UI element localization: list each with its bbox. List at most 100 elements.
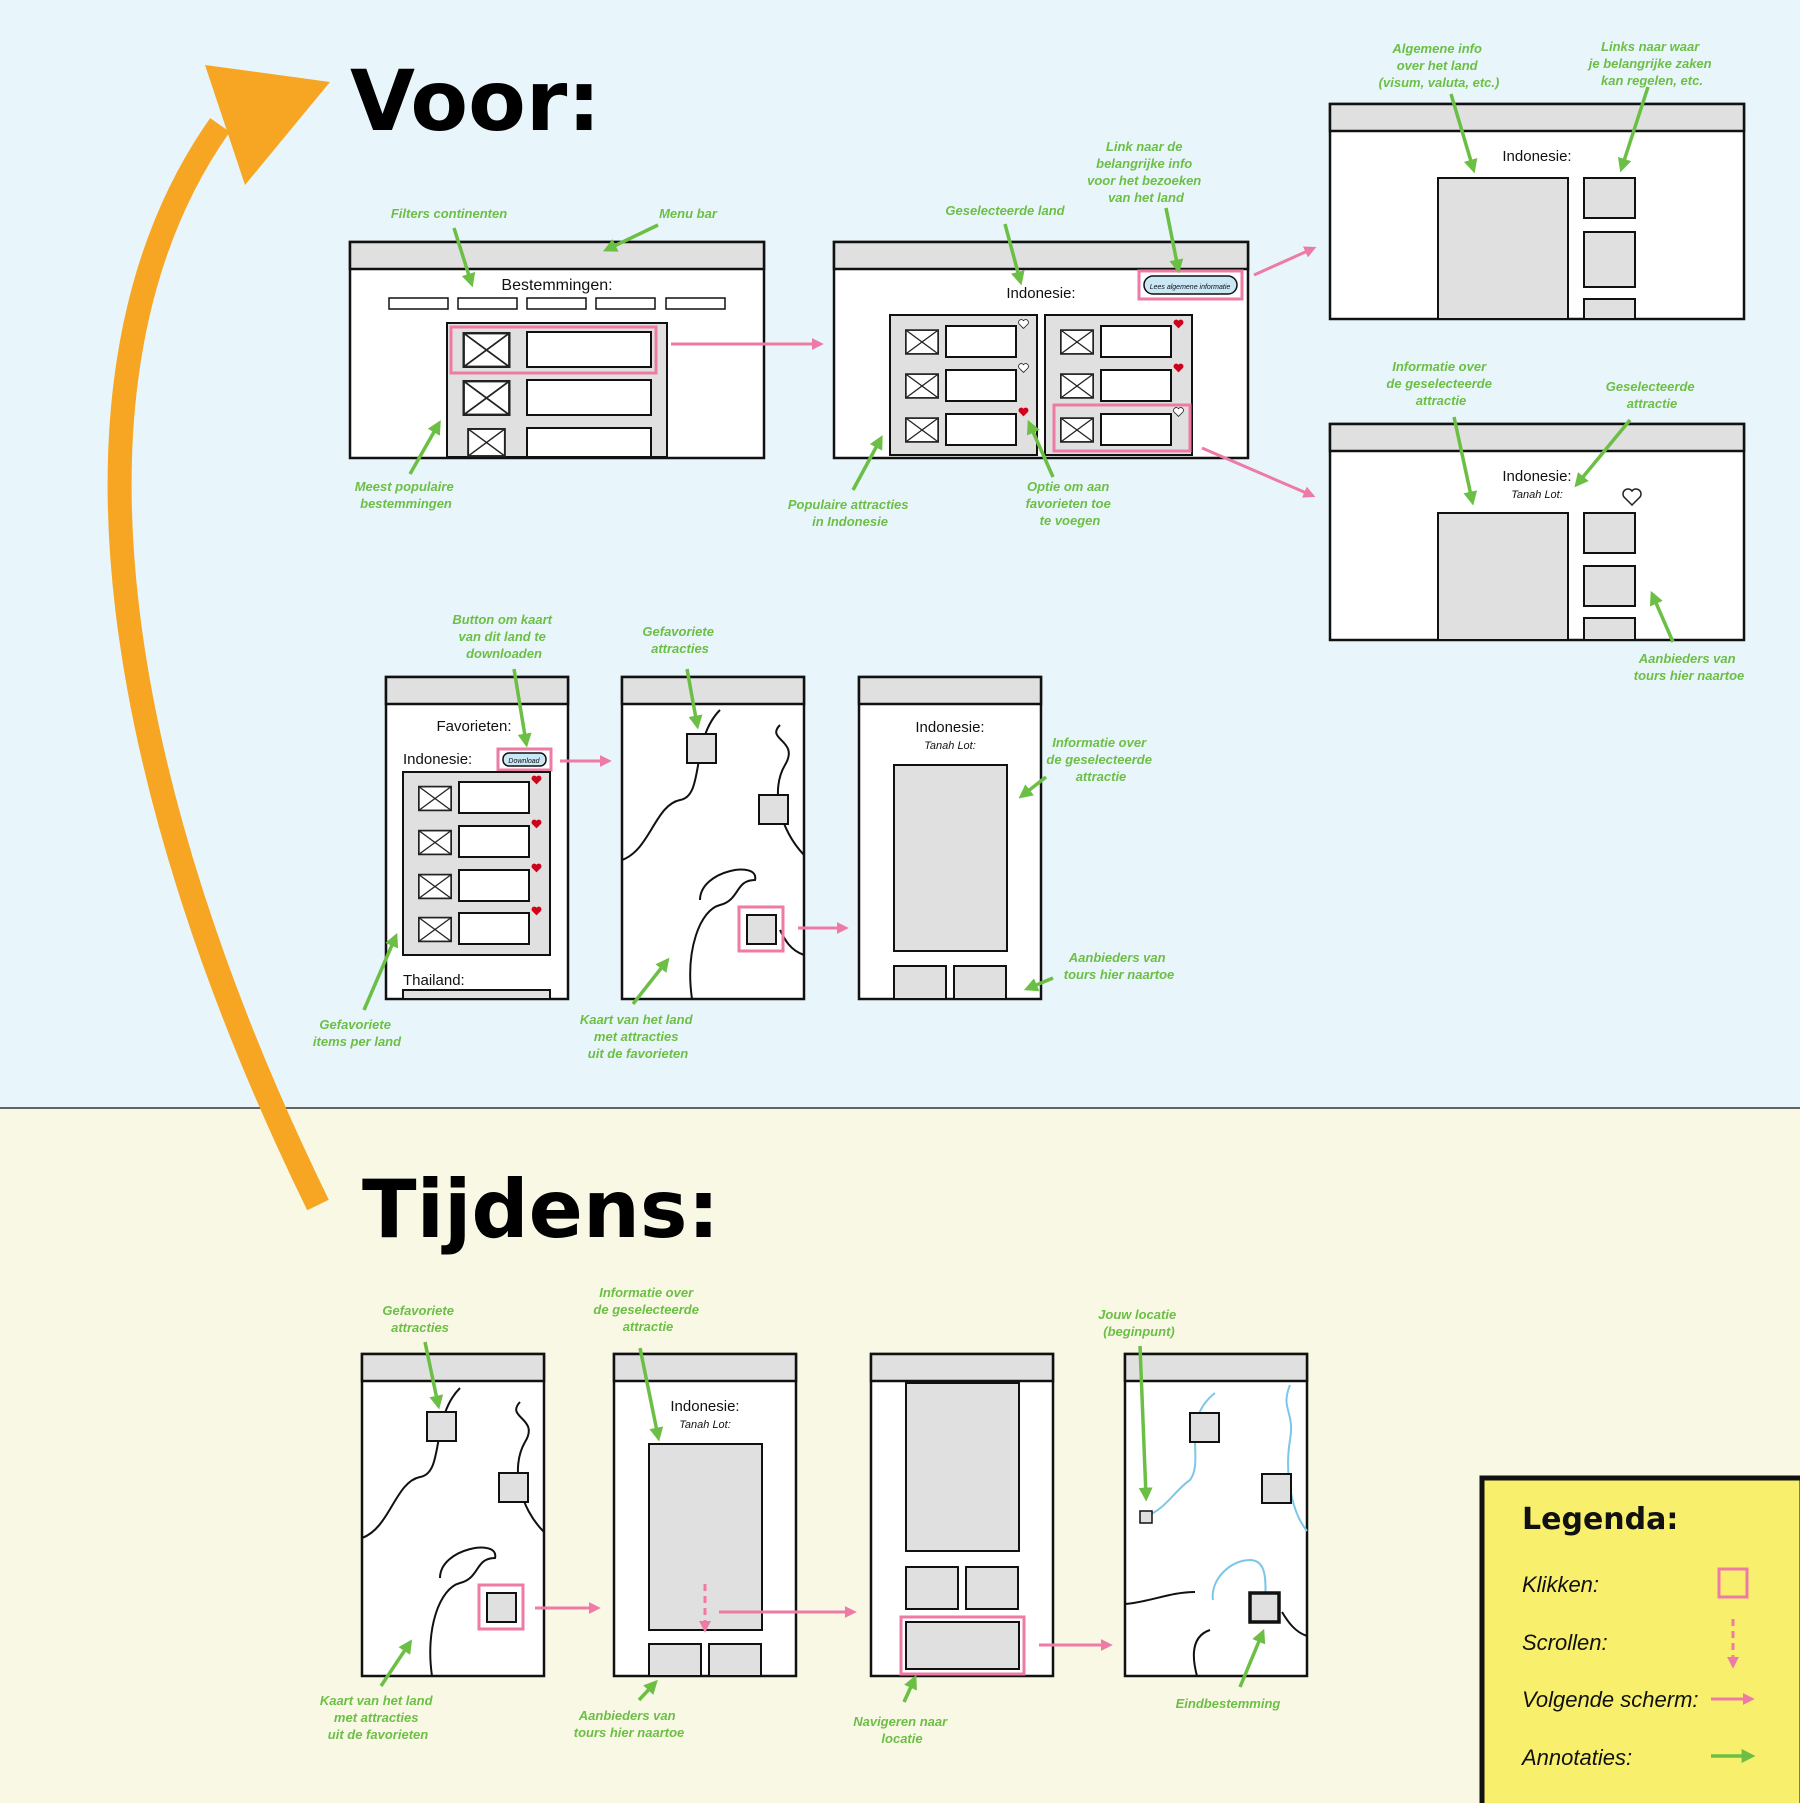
annotation-arrows xyxy=(362,86,1675,1703)
menu-bar[interactable] xyxy=(384,675,570,706)
next-screen-arrows xyxy=(535,246,1317,1651)
country-title: Indonesie: xyxy=(403,751,472,768)
click-highlight[interactable] xyxy=(477,1583,525,1631)
tour-provider-block[interactable] xyxy=(1583,565,1636,607)
attraction-text xyxy=(1100,325,1172,358)
map-attraction-marker[interactable] xyxy=(686,733,717,764)
favorites-title: Favorieten: xyxy=(436,718,511,735)
attraction-text xyxy=(1100,369,1172,402)
route-line xyxy=(1285,1384,1308,1532)
tour-provider-block[interactable] xyxy=(905,1566,959,1610)
annotation-algemene-info: Algemene info over het land (visum, valu… xyxy=(1379,41,1500,90)
link-block[interactable] xyxy=(1583,231,1636,288)
screen-attractie-detail: Indonesie: Tanah Lot: xyxy=(1328,422,1746,642)
annotation-meest-populaire: Meest populaire bestemmingen xyxy=(355,479,458,511)
map-attraction-marker[interactable] xyxy=(1261,1473,1292,1504)
attraction-text xyxy=(458,869,530,902)
country-title: Indonesie: xyxy=(1006,285,1075,302)
country-title: Indonesie: xyxy=(670,1398,739,1415)
annotation-populaire-attracties: Populaire attracties in Indonesie xyxy=(788,497,912,529)
click-highlight[interactable] xyxy=(1137,269,1244,301)
menu-bar[interactable] xyxy=(857,675,1043,706)
tour-provider-block[interactable] xyxy=(953,965,1007,1000)
attraction-title: Tanah Lot: xyxy=(924,740,976,752)
screen-algemene-info: Indonesie: xyxy=(1328,102,1746,321)
destination-image xyxy=(462,332,511,368)
map-coastline xyxy=(1124,1591,1196,1605)
tour-provider-block[interactable] xyxy=(648,1643,702,1677)
download-label: Download xyxy=(508,758,540,765)
annotation-jouw-locatie: Jouw locatie (beginpunt) xyxy=(1098,1307,1180,1339)
menu-bar[interactable] xyxy=(1123,1352,1309,1383)
continent-filter[interactable] xyxy=(526,297,587,310)
screen-kaart-favorieten xyxy=(620,675,806,1001)
click-highlight[interactable] xyxy=(737,905,785,953)
attraction-image xyxy=(418,785,452,812)
download-button[interactable] xyxy=(502,752,547,767)
click-highlight[interactable] xyxy=(449,325,658,375)
continent-filter[interactable] xyxy=(595,297,656,310)
attraction-image xyxy=(905,373,939,399)
title-voor: Voor: xyxy=(350,52,601,150)
attraction-text xyxy=(945,413,1017,446)
annotation-eindbestemming: Eindbestemming xyxy=(1176,1696,1281,1711)
destination-marker xyxy=(1248,1591,1281,1624)
tour-provider-block[interactable] xyxy=(1583,512,1636,554)
map-attraction-marker[interactable] xyxy=(746,914,777,945)
annotation-geselecteerde-land: Geselecteerde land xyxy=(945,203,1065,218)
current-location-marker xyxy=(1139,1510,1153,1524)
destination-text xyxy=(526,331,652,368)
read-general-info-label: Lees algemene informatie xyxy=(1150,284,1231,291)
screen-route-kaart xyxy=(1123,1352,1309,1678)
destination-text xyxy=(526,379,652,416)
menu-bar[interactable] xyxy=(1328,422,1746,453)
attraction-info-panel xyxy=(893,764,1008,952)
attraction-title: Tanah Lot: xyxy=(679,1419,731,1431)
attraction-text xyxy=(945,369,1017,402)
menu-bar[interactable] xyxy=(620,675,806,706)
click-highlight[interactable] xyxy=(899,1615,1026,1676)
menu-bar[interactable] xyxy=(348,240,766,271)
screen-indonesie-attracties: Indonesie: Lees algemene informatie xyxy=(832,240,1250,460)
menu-bar[interactable] xyxy=(360,1352,546,1383)
destination-image xyxy=(466,428,507,457)
click-highlight[interactable] xyxy=(1052,403,1192,453)
menu-bar[interactable] xyxy=(869,1352,1055,1383)
map-attraction-marker[interactable] xyxy=(486,1592,517,1623)
annotation-gefavoriete-items: Gefavoriete items per land xyxy=(313,1017,402,1049)
link-block[interactable] xyxy=(1583,298,1636,320)
map-coastline xyxy=(515,1401,545,1533)
map-attraction-marker[interactable] xyxy=(498,1472,529,1503)
favorites-list xyxy=(402,989,551,1000)
attraction-info-panel xyxy=(905,1382,1020,1552)
tour-provider-block[interactable] xyxy=(1583,617,1636,641)
annotation-informatie-attractie-mid: Informatie over de geselecteerde attract… xyxy=(1046,735,1155,784)
map-coastline xyxy=(1281,1611,1308,1637)
attraction-text xyxy=(458,825,530,858)
map-attraction-marker[interactable] xyxy=(758,794,789,825)
continent-filter[interactable] xyxy=(388,297,449,310)
continent-filter[interactable] xyxy=(457,297,518,310)
legend-label-click: Klikken: xyxy=(1522,1572,1599,1597)
tour-provider-block[interactable] xyxy=(708,1643,762,1677)
menu-bar[interactable] xyxy=(832,240,1250,271)
map-coastline xyxy=(1192,1629,1211,1677)
continent-filter[interactable] xyxy=(665,297,726,310)
bestemmingen-title: Bestemmingen: xyxy=(501,277,612,294)
screen-attractie-tijdens: Indonesie: Tanah Lot: xyxy=(612,1352,798,1678)
legend-title: Legenda: xyxy=(1522,1502,1678,1537)
map-attraction-marker[interactable] xyxy=(426,1411,457,1442)
tour-provider-block[interactable] xyxy=(893,965,947,1000)
annotation-labels: Filters continenten Menu bar Meest popul… xyxy=(313,39,1744,1746)
map-attraction-marker[interactable] xyxy=(1189,1412,1220,1443)
attraction-image xyxy=(905,329,939,355)
menu-bar[interactable] xyxy=(1328,102,1746,133)
tour-provider-block[interactable] xyxy=(965,1566,1019,1610)
click-highlight[interactable] xyxy=(496,747,553,772)
read-general-info-button[interactable] xyxy=(1143,275,1238,295)
annotation-link-info: Link naar de belangrijke info voor het b… xyxy=(1087,139,1205,205)
screen-kaart-tijdens xyxy=(360,1352,546,1678)
link-block[interactable] xyxy=(1583,177,1636,219)
navigate-button[interactable] xyxy=(905,1621,1020,1670)
